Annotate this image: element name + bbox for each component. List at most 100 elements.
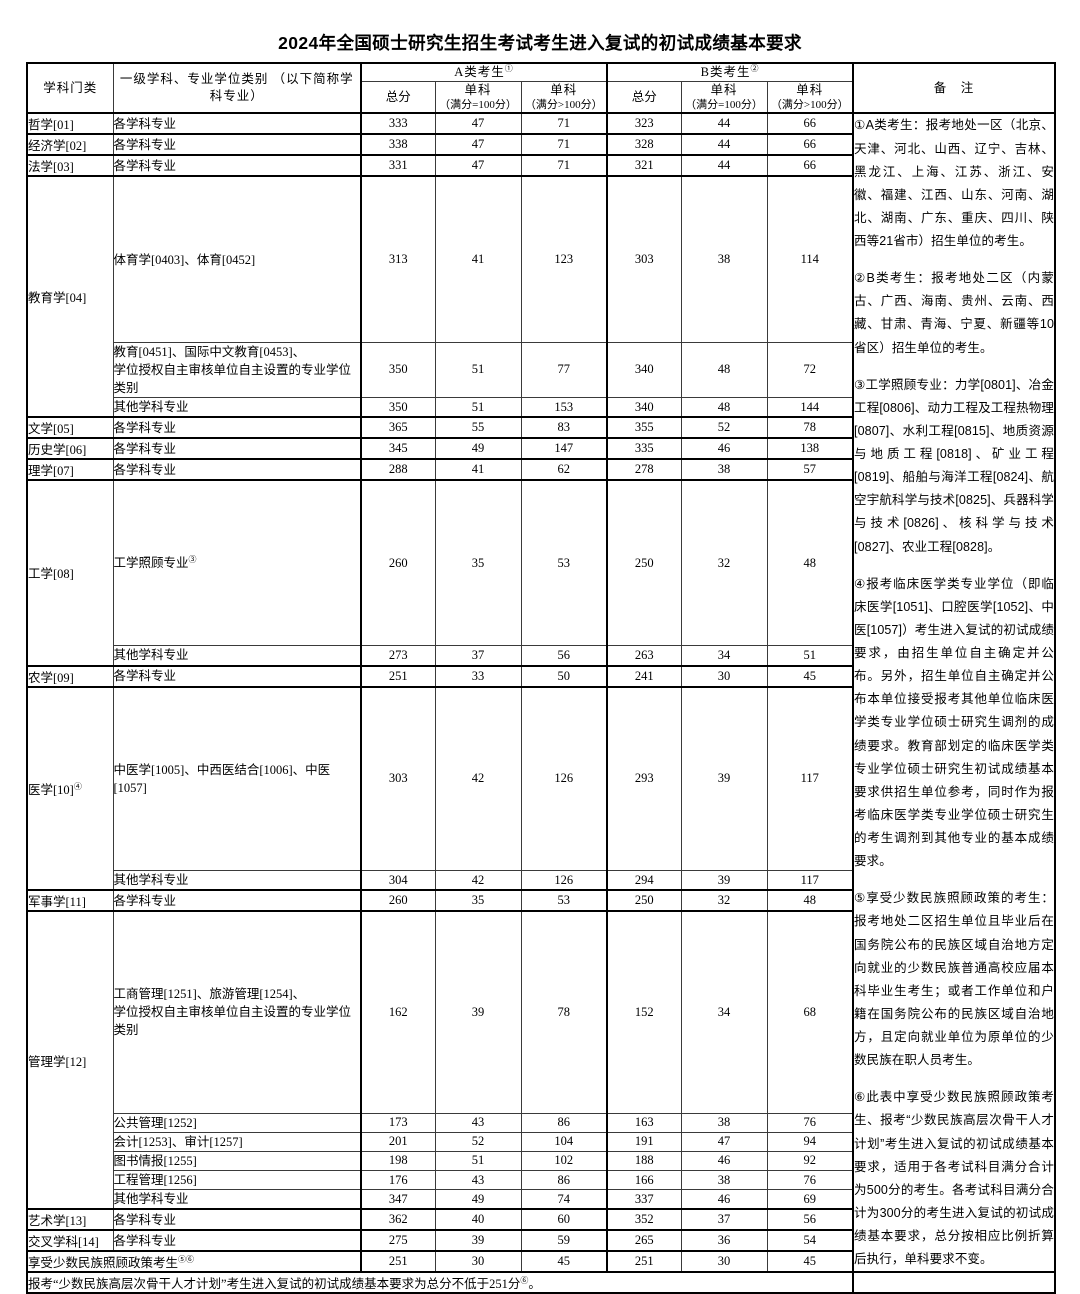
- score-a-single-eq: 51: [434, 1150, 522, 1172]
- specialty-superscript: ③: [188, 555, 197, 565]
- score-b-single-eq: 38: [680, 1170, 768, 1191]
- score-a-single-eq: 35: [434, 479, 522, 647]
- header-a-single-gt-l2: （满分>100分）: [524, 99, 603, 112]
- score-a-total: 260: [360, 889, 436, 912]
- score-a-single-eq: 55: [434, 416, 522, 439]
- score-a-single-gt: 71: [520, 112, 608, 135]
- score-b-single-eq: 37: [680, 1208, 768, 1231]
- score-b-total: 321: [606, 154, 682, 177]
- table-row-footer: 报考“少数民族高层次骨干人才计划”考生进入复试的初试成绩基本要求为总分不低于25…: [25, 1271, 1057, 1294]
- score-b-single-gt: 78: [766, 416, 854, 439]
- score-b-total: 303: [606, 175, 682, 343]
- score-a-single-eq: 40: [434, 1208, 522, 1231]
- score-b-single-eq: 38: [680, 1112, 768, 1133]
- score-b-single-eq: 32: [680, 479, 768, 647]
- score-a-single-eq: 41: [434, 458, 522, 481]
- specialty-cell: 各学科专业: [112, 437, 362, 460]
- specialty-cell: 各学科专业: [112, 416, 362, 439]
- header-group-a: A类考生①: [359, 61, 608, 82]
- specialty-cell: 会计[1253]、审计[1257]: [112, 1131, 362, 1152]
- specialty-cell: 各学科专业: [112, 154, 362, 177]
- score-b-total: 263: [606, 645, 682, 667]
- specialty-cell: 其他学科专业: [112, 1189, 362, 1210]
- specialty-line: 各学科专业: [113, 441, 177, 456]
- score-b-single-eq: 47: [680, 1131, 768, 1152]
- specialty-line: 工程管理[1256]: [113, 1173, 197, 1188]
- score-a-total: 303: [360, 685, 436, 872]
- category-cell: 军事学[11]: [26, 889, 114, 912]
- minority-a-single-eq: 30: [434, 1250, 522, 1273]
- score-a-total: 162: [360, 910, 436, 1114]
- header-group-b-label: B类考生: [700, 65, 751, 79]
- score-b-total: 355: [606, 416, 682, 439]
- specialty-line: 各学科专业: [113, 669, 177, 684]
- score-a-single-gt: 50: [520, 664, 608, 688]
- specialty-cell: 体育学[0403]、体育[0452]: [112, 175, 362, 343]
- score-a-single-gt: 59: [520, 1229, 608, 1252]
- score-b-total: 191: [606, 1131, 682, 1152]
- score-a-single-gt: 77: [520, 341, 608, 399]
- specialty-line: 各学科专业: [113, 158, 177, 173]
- table-row: 教育[0451]、国际中文教育[0453]、 学位授权自主审核单位自主设置的专业学…: [27, 341, 1055, 399]
- minority-label: 享受少数民族照顾政策考生: [28, 1256, 179, 1271]
- score-a-single-gt: 126: [520, 685, 608, 872]
- score-b-total: 323: [606, 112, 682, 135]
- header-group-b-sup: ②: [750, 63, 760, 73]
- specialty-line: 各学科专业: [113, 420, 177, 435]
- minority-b-single-gt: 45: [766, 1250, 854, 1273]
- score-b-total: 328: [606, 133, 682, 156]
- specialty-line: 各学科专业: [113, 462, 177, 477]
- score-b-single-eq: 48: [680, 397, 768, 418]
- specialty-cell: 图书情报[1255]: [112, 1150, 362, 1172]
- score-b-single-eq: 38: [680, 175, 768, 343]
- table-header: 学科门类 一级学科、专业学位类别 （以下简称学科专业） A类考生① B类考生② …: [26, 61, 1057, 114]
- category-cell: 经济学[02]: [26, 133, 114, 156]
- score-a-single-eq: 39: [434, 1229, 522, 1252]
- category-cell: 文学[05]: [26, 416, 114, 439]
- score-b-single-gt: 48: [766, 479, 854, 647]
- category-label: 交叉学科[14]: [28, 1235, 99, 1250]
- header-b-single-eq: 单科 （满分=100分）: [680, 80, 768, 114]
- category-cell: 理学[07]: [26, 458, 114, 481]
- specialty-cell: 各学科专业: [112, 664, 362, 688]
- specialty-line: 中医学[1005]、中西医结合[1006]、中医[1057]: [113, 762, 331, 795]
- score-b-total: 340: [606, 397, 682, 418]
- remarks-cell: ①A类考生：报考地处一区（北京、天津、河北、山西、辽宁、吉林、黑龙江、上海、江苏…: [852, 112, 1057, 1273]
- score-a-single-eq: 33: [434, 664, 522, 688]
- category-superscript: ④: [73, 781, 82, 791]
- category-label: 艺术学[13]: [28, 1214, 87, 1229]
- specialty-cell: 教育[0451]、国际中文教育[0453]、 学位授权自主审核单位自主设置的专业学…: [112, 341, 362, 399]
- score-b-single-eq: 46: [680, 437, 768, 460]
- specialty-cell: 其他学科专业: [112, 870, 362, 891]
- category-cell: 哲学[01]: [26, 112, 114, 135]
- minority-label-cell: 享受少数民族照顾政策考生⑤⑥: [26, 1250, 362, 1273]
- score-a-total: 362: [360, 1208, 436, 1231]
- header-a-single-eq-l2: （满分=100分）: [439, 99, 517, 112]
- minority-superscript: ⑤⑥: [178, 1255, 195, 1265]
- score-a-single-gt: 83: [520, 416, 608, 439]
- category-label: 教育学[04]: [28, 291, 87, 306]
- score-a-single-eq: 51: [434, 397, 522, 418]
- score-a-single-gt: 53: [520, 889, 608, 912]
- score-b-single-eq: 44: [680, 154, 768, 177]
- category-label: 工学[08]: [28, 567, 74, 582]
- score-b-total: 278: [606, 458, 682, 481]
- category-label: 经济学[02]: [28, 139, 87, 154]
- score-b-total: 188: [606, 1150, 682, 1172]
- score-a-single-gt: 126: [520, 870, 608, 891]
- specialty-line: 学位授权自主审核单位自主设置的专业学位类别: [113, 1005, 352, 1038]
- score-a-total: 260: [360, 479, 436, 647]
- score-b-single-gt: 114: [766, 175, 854, 343]
- score-b-single-gt: 48: [766, 889, 854, 912]
- score-a-single-eq: 41: [434, 175, 522, 343]
- score-b-single-gt: 57: [766, 458, 854, 481]
- header-a-single-eq: 单科 （满分=100分）: [434, 80, 522, 114]
- score-a-single-gt: 60: [520, 1208, 608, 1231]
- category-label: 文学[05]: [28, 422, 74, 437]
- score-a-single-gt: 56: [520, 645, 608, 667]
- score-requirements-table-wrapper: 学科门类 一级学科、专业学位类别 （以下简称学科专业） A类考生① B类考生② …: [25, 61, 1057, 1294]
- specialty-line: 各学科专业: [113, 1233, 177, 1248]
- score-b-single-gt: 72: [766, 341, 854, 399]
- score-b-total: 293: [606, 685, 682, 872]
- score-a-single-eq: 47: [434, 154, 522, 177]
